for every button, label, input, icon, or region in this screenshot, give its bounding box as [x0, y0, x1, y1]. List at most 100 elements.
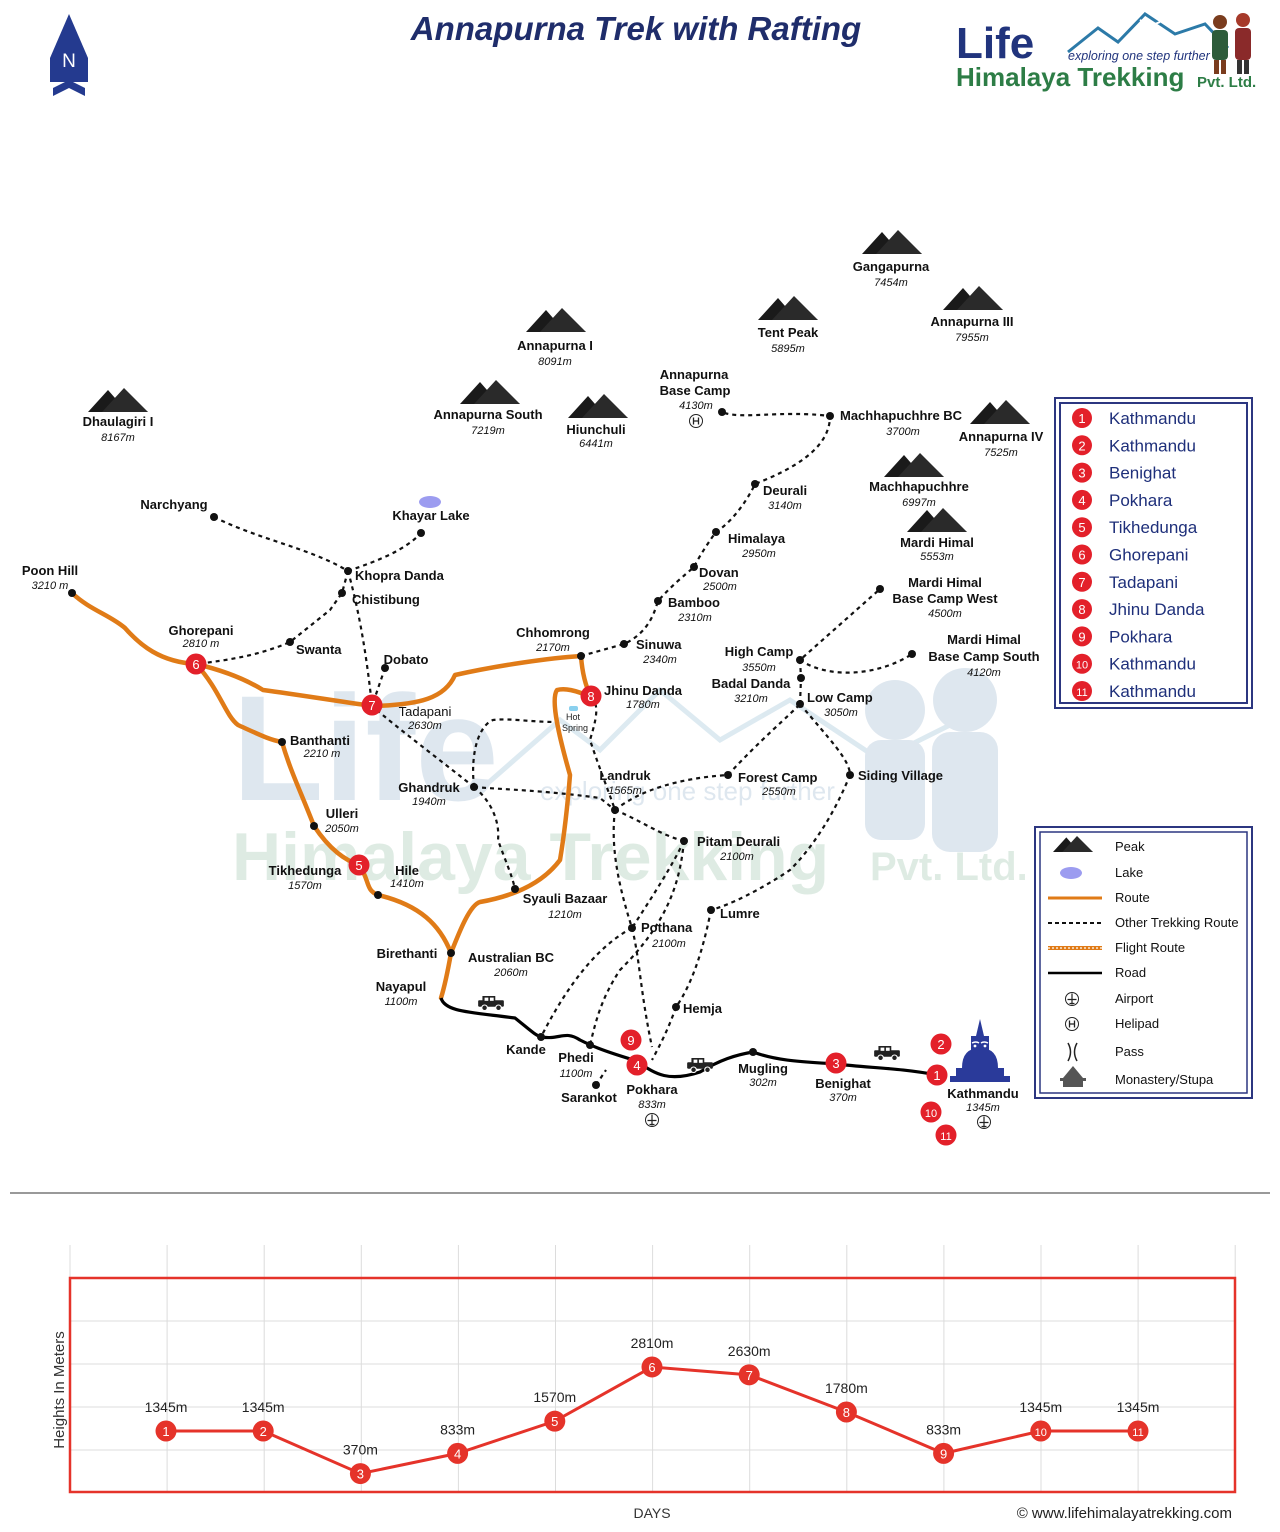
map-marker: 8 [580, 685, 602, 707]
svg-text:5: 5 [355, 858, 362, 873]
place-name: Ulleri [326, 806, 359, 821]
map-marker: 11 [935, 1124, 957, 1146]
place-elev: 2550m [761, 786, 796, 798]
day-place: Tikhedunga [1109, 518, 1198, 537]
svg-text:1: 1 [933, 1068, 940, 1083]
day-place: Kathmandu [1109, 682, 1196, 701]
itinerary-box: 1 Kathmandu 2 Kathmandu 3 Benighat 4 Pokhara 5 Ti… [1054, 397, 1253, 709]
lake-icon [1060, 867, 1082, 879]
peak-icon [884, 453, 944, 477]
place-name: Low Camp [807, 690, 873, 705]
other-trekking-routes [195, 410, 913, 1086]
place-elev: 1565m [608, 785, 642, 797]
place-labels: Annapurna Base Camp 4130m Machhapuchhre … [22, 367, 1040, 1114]
place-elev: 2810 m [182, 638, 220, 650]
chart-point: 8 1780m [825, 1380, 868, 1423]
brand-name: Himalaya Trekking [956, 62, 1184, 92]
brand-tagline: exploring one step further [1068, 49, 1211, 63]
place-elev: 1100m [385, 996, 418, 1008]
place-name: Ghorepani [168, 623, 233, 638]
place-elev: 3210m [734, 693, 768, 705]
day-place: Ghorepani [1109, 546, 1188, 565]
place-name: Pothana [641, 920, 693, 935]
day-badge [1072, 653, 1092, 674]
day-place: Jhinu Danda [1109, 600, 1205, 619]
itinerary-row: 6 Ghorepani [1072, 544, 1188, 565]
itinerary-row: 3 Benighat [1072, 462, 1176, 483]
y-axis-label: Heights In Meters [51, 1331, 68, 1449]
hot-spring-icon [569, 706, 578, 711]
peak-icon [907, 508, 967, 532]
day-number: 9 [1078, 629, 1085, 644]
jeep-icon [873, 1046, 901, 1061]
day-number: 1 [1078, 411, 1085, 426]
x-axis-label: DAYS [633, 1505, 670, 1521]
day-badge [1072, 571, 1092, 592]
peak-name: Gangapurna [853, 259, 930, 274]
itinerary-row: 9 Pokhara [1072, 626, 1173, 647]
legend-box: Peak Lake Route Other Trekking Route Flight … [1034, 826, 1253, 1099]
day-place: Kathmandu [1109, 409, 1196, 428]
svg-text:7: 7 [368, 698, 375, 713]
chart-point: 3 370m [343, 1442, 378, 1485]
peak-elev: 8167m [101, 432, 135, 444]
place-elev: 833m [638, 1099, 666, 1111]
chart-frame [68, 1276, 1237, 1494]
peak-icon [862, 230, 922, 254]
place-name: Tikhedunga [269, 863, 342, 878]
peak-elev: 5553m [920, 551, 954, 563]
place-name: Base Camp West [892, 591, 998, 606]
place-name: Chhomrong [516, 625, 590, 640]
day-badge [1072, 489, 1092, 510]
watermark-suffix: Pvt. Ltd. [870, 845, 1028, 889]
itinerary-row: 5 Tikhedunga [1072, 517, 1198, 538]
tick-label: 9 [940, 1446, 947, 1461]
day-badge [641, 1356, 663, 1378]
place-name: Chistibung [352, 592, 420, 607]
chart-point: 9 833m [926, 1421, 961, 1464]
day-badge [1072, 517, 1092, 538]
data-label: 833m [926, 1421, 961, 1437]
place-elev: 1345m [966, 1102, 1000, 1114]
place-elev: 1570m [288, 880, 322, 892]
place-name: High Camp [725, 644, 794, 659]
place-name: Khayar Lake [392, 508, 469, 523]
stupa-icon [950, 1019, 1010, 1082]
day-place: Pokhara [1109, 627, 1173, 646]
place-name: Kathmandu [947, 1086, 1019, 1101]
tick-label: 3 [357, 1467, 364, 1482]
place-elev: 3210 m [32, 580, 69, 592]
data-label: 1780m [825, 1380, 868, 1396]
place-name: Base Camp [660, 383, 731, 398]
day-number: 8 [1078, 602, 1085, 617]
north-compass: N [50, 14, 88, 96]
day-badge [1030, 1420, 1052, 1442]
chart-point: 5 1570m [533, 1389, 576, 1432]
svg-text:11: 11 [940, 1131, 951, 1143]
svg-text:4: 4 [633, 1058, 640, 1073]
copyright: © www.lifehimalayatrekking.com [1017, 1505, 1232, 1522]
place-elev: 2630m [407, 720, 442, 732]
peak-elev: 6441m [579, 438, 613, 450]
peak-name: Annapurna South [433, 407, 542, 422]
place-name: Base Camp South [928, 649, 1039, 664]
place-name: Swanta [296, 642, 342, 657]
peak-name: Annapurna I [517, 338, 593, 353]
peak-icon [970, 400, 1030, 424]
day-number: 11 [1076, 687, 1087, 699]
peak-elev: 7525m [984, 447, 1018, 459]
place-name: Mardi Himal [908, 575, 982, 590]
day-number: 6 [1078, 548, 1085, 563]
peak-name: Annapurna III [930, 314, 1013, 329]
itinerary-row: 2 Kathmandu [1072, 435, 1196, 456]
peak-icon [88, 388, 148, 412]
place-elev: 2500m [702, 581, 737, 593]
day-badge [1072, 599, 1092, 620]
place-name: Annapurna [660, 367, 729, 382]
place-name: Khopra Danda [355, 568, 445, 583]
place-name: Deurali [763, 483, 807, 498]
helipad-icon [688, 413, 704, 429]
legend-label: Route [1115, 890, 1150, 905]
legend-label: Airport [1115, 991, 1154, 1006]
place-elev: 370m [829, 1092, 857, 1104]
